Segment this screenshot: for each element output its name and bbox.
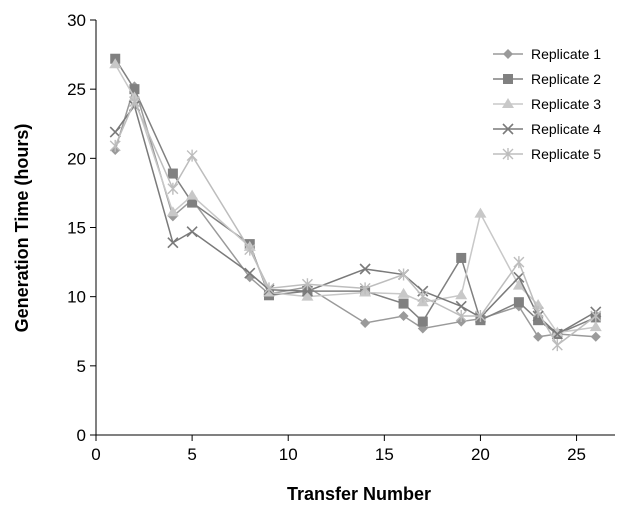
series-line xyxy=(114,99,597,347)
legend-item: Replicate 5 xyxy=(493,146,601,162)
data-point xyxy=(455,300,467,312)
x-tick-label: 20 xyxy=(471,445,490,464)
data-point xyxy=(398,298,409,309)
data-point xyxy=(533,315,544,326)
data-point xyxy=(502,123,514,135)
series-line xyxy=(114,83,596,338)
legend-label: Replicate 4 xyxy=(531,121,601,137)
data-point xyxy=(502,98,514,108)
axes: 0 5 10 15 20 25 30 0 5 10 15 20 25 xyxy=(67,11,615,464)
x-tick-label: 10 xyxy=(279,445,298,464)
data-point xyxy=(109,126,121,138)
legend-label: Replicate 1 xyxy=(531,46,601,62)
data-point xyxy=(417,316,428,327)
y-tick-label: 30 xyxy=(67,11,86,30)
y-tick-label: 25 xyxy=(67,80,86,99)
data-point xyxy=(513,297,524,308)
data-point xyxy=(167,182,179,195)
data-point xyxy=(589,321,602,332)
data-point xyxy=(551,339,563,352)
legend-item: Replicate 3 xyxy=(493,96,601,112)
data-point xyxy=(301,290,314,301)
data-point xyxy=(533,331,544,342)
data-point xyxy=(455,289,468,300)
data-point xyxy=(590,331,601,342)
data-point xyxy=(532,298,545,309)
data-point xyxy=(244,243,256,256)
data-point xyxy=(503,49,513,59)
data-point xyxy=(398,311,409,322)
data-point xyxy=(455,310,467,323)
data-point xyxy=(359,282,371,295)
legend-item: Replicate 1 xyxy=(493,46,601,62)
data-point xyxy=(513,271,525,283)
data-point xyxy=(502,148,514,160)
series-5 xyxy=(109,95,602,352)
data-point xyxy=(129,84,140,95)
y-axis-title: Generation Time (hours) xyxy=(12,124,32,333)
data-point xyxy=(128,95,140,108)
data-point xyxy=(109,139,121,152)
legend-item: Replicate 4 xyxy=(493,121,601,137)
data-point xyxy=(513,256,525,269)
data-point xyxy=(167,168,178,179)
series-layer xyxy=(109,53,602,352)
x-axis-title: Transfer Number xyxy=(287,484,431,504)
data-point xyxy=(512,279,525,290)
data-point xyxy=(244,267,256,279)
legend-label: Replicate 2 xyxy=(531,71,601,87)
data-point xyxy=(360,317,371,328)
data-point xyxy=(503,74,513,84)
y-tick-label: 20 xyxy=(67,149,86,168)
data-point xyxy=(532,305,544,318)
data-point xyxy=(263,282,275,295)
data-point xyxy=(186,189,199,200)
x-tick-label: 25 xyxy=(567,445,586,464)
y-tick-label: 10 xyxy=(67,288,86,307)
x-tick-label: 0 xyxy=(91,445,100,464)
x-tick-label: 15 xyxy=(375,445,394,464)
series-line xyxy=(114,104,597,335)
legend-label: Replicate 5 xyxy=(531,146,601,162)
data-point xyxy=(398,268,410,281)
legend: Replicate 1 Replicate 2 Replicate 3 Replica… xyxy=(488,40,608,182)
data-point xyxy=(186,226,198,238)
data-point xyxy=(301,278,313,291)
data-point xyxy=(186,149,198,162)
data-point xyxy=(167,237,179,249)
data-point xyxy=(187,197,198,208)
data-point xyxy=(397,287,410,298)
x-tick-label: 5 xyxy=(187,445,196,464)
series-line xyxy=(114,58,597,335)
legend-item: Replicate 2 xyxy=(493,71,601,87)
data-point xyxy=(551,328,563,340)
data-point xyxy=(109,58,122,69)
data-point xyxy=(166,206,179,217)
y-tick-label: 15 xyxy=(67,219,86,238)
data-point xyxy=(417,290,429,303)
data-point xyxy=(456,252,467,263)
data-point xyxy=(474,310,486,323)
data-point xyxy=(590,310,602,323)
legend-label: Replicate 3 xyxy=(531,96,601,112)
y-tick-label: 5 xyxy=(77,357,86,376)
data-point xyxy=(359,263,371,275)
data-point xyxy=(474,207,487,218)
y-tick-label: 0 xyxy=(77,426,86,445)
data-point xyxy=(551,326,564,337)
